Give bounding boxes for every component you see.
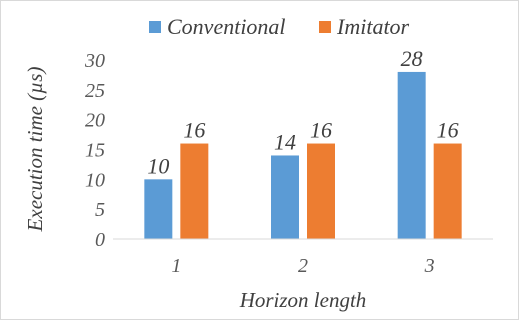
y-axis-title: Execution time (µs) — [23, 67, 47, 233]
legend-swatch-conventional — [149, 21, 161, 33]
bar-imitator-1 — [180, 143, 209, 239]
legend: Conventional Imitator — [149, 14, 410, 39]
y-tick-label: 30 — [84, 50, 105, 72]
bar-imitator-2 — [307, 143, 335, 239]
bar-conventional-2 — [271, 155, 299, 239]
y-tick-label: 0 — [95, 229, 105, 251]
data-labels: 10 16 14 16 28 16 — [147, 46, 458, 178]
y-tick-labels: 0 5 10 15 20 25 30 — [84, 50, 105, 251]
data-label-conventional-2: 14 — [274, 129, 296, 154]
x-tick-label: 1 — [171, 255, 181, 277]
data-label-conventional-1: 10 — [147, 153, 169, 178]
bars — [144, 71, 462, 239]
bar-imitator-3 — [433, 143, 462, 239]
y-tick-label: 15 — [85, 140, 105, 162]
y-tick-label: 5 — [95, 199, 105, 221]
x-tick-labels: 1 2 3 — [171, 255, 434, 277]
data-label-imitator-3: 16 — [437, 118, 459, 143]
legend-swatch-imitator — [319, 21, 331, 33]
y-tick-label: 20 — [85, 110, 105, 132]
x-tick-label: 2 — [298, 255, 308, 277]
data-label-imitator-2: 16 — [310, 118, 332, 143]
bar-conventional-3 — [397, 71, 426, 239]
legend-label-conventional: Conventional — [167, 14, 286, 39]
data-label-conventional-3: 28 — [401, 46, 423, 71]
data-label-imitator-1: 16 — [183, 118, 205, 143]
y-tick-label: 10 — [85, 169, 105, 191]
x-axis-title: Horizon length — [239, 288, 367, 312]
legend-label-imitator: Imitator — [336, 14, 410, 39]
bar-conventional-1 — [144, 179, 173, 239]
y-tick-label: 25 — [85, 80, 105, 102]
x-tick-label: 3 — [424, 255, 435, 277]
